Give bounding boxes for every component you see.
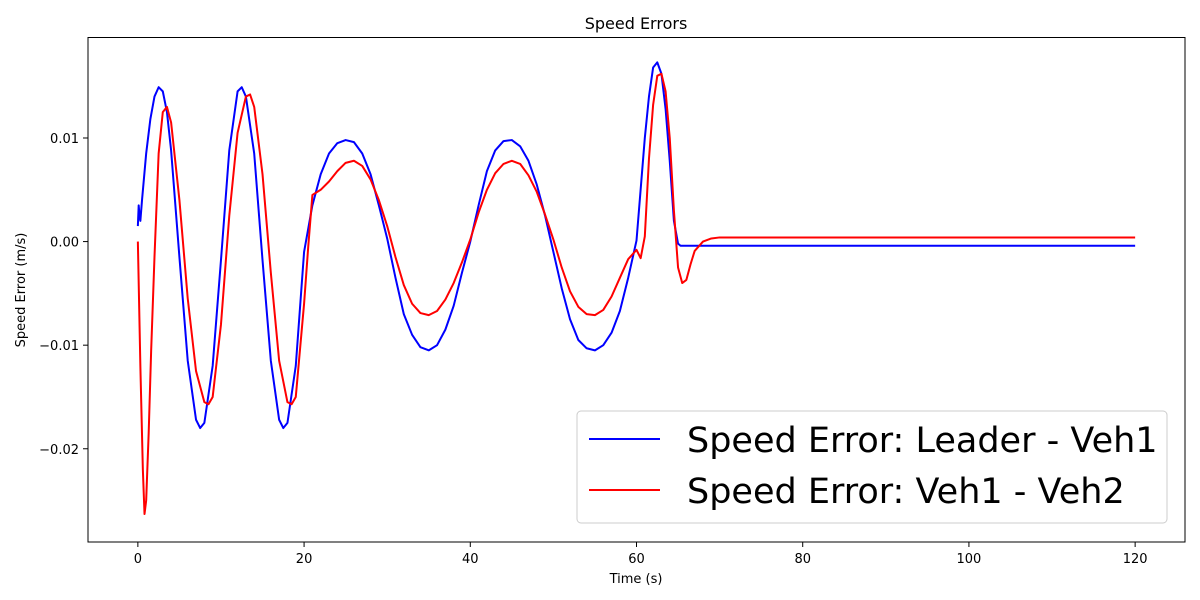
x-axis-label: Time (s)	[609, 572, 663, 587]
x-tick-label: 80	[794, 552, 811, 567]
legend-label-leader-veh1: Speed Error: Leader - Veh1	[687, 421, 1158, 461]
series-line-0	[136, 61, 1136, 430]
legend-box	[576, 410, 1168, 524]
x-tick-label: 40	[462, 552, 479, 567]
x-tick-label: 120	[1123, 552, 1148, 567]
x-tick-label: 100	[957, 552, 982, 567]
y-tick-label: 0.01	[50, 132, 79, 147]
y-axis-ticks: −0.02 −0.01 0.00 0.01	[39, 132, 88, 458]
y-tick-label: −0.02	[39, 443, 79, 458]
y-axis-label: Speed Error (m/s)	[14, 233, 29, 348]
y-tick-label: −0.01	[39, 339, 79, 354]
x-tick-label: 20	[296, 552, 313, 567]
chart-title: Speed Errors	[585, 14, 688, 33]
x-axis-ticks: 0 20 40 60 80 100 120	[134, 542, 1148, 567]
x-tick-label: 0	[134, 552, 142, 567]
series-layer	[136, 61, 1136, 516]
y-tick-label: 0.00	[50, 236, 79, 251]
x-tick-label: 60	[628, 552, 645, 567]
legend: Speed Error: Leader - Veh1 Speed Error: …	[576, 410, 1168, 524]
series-line-1	[136, 72, 1136, 516]
legend-label-veh1-veh2: Speed Error: Veh1 - Veh2	[687, 472, 1125, 512]
